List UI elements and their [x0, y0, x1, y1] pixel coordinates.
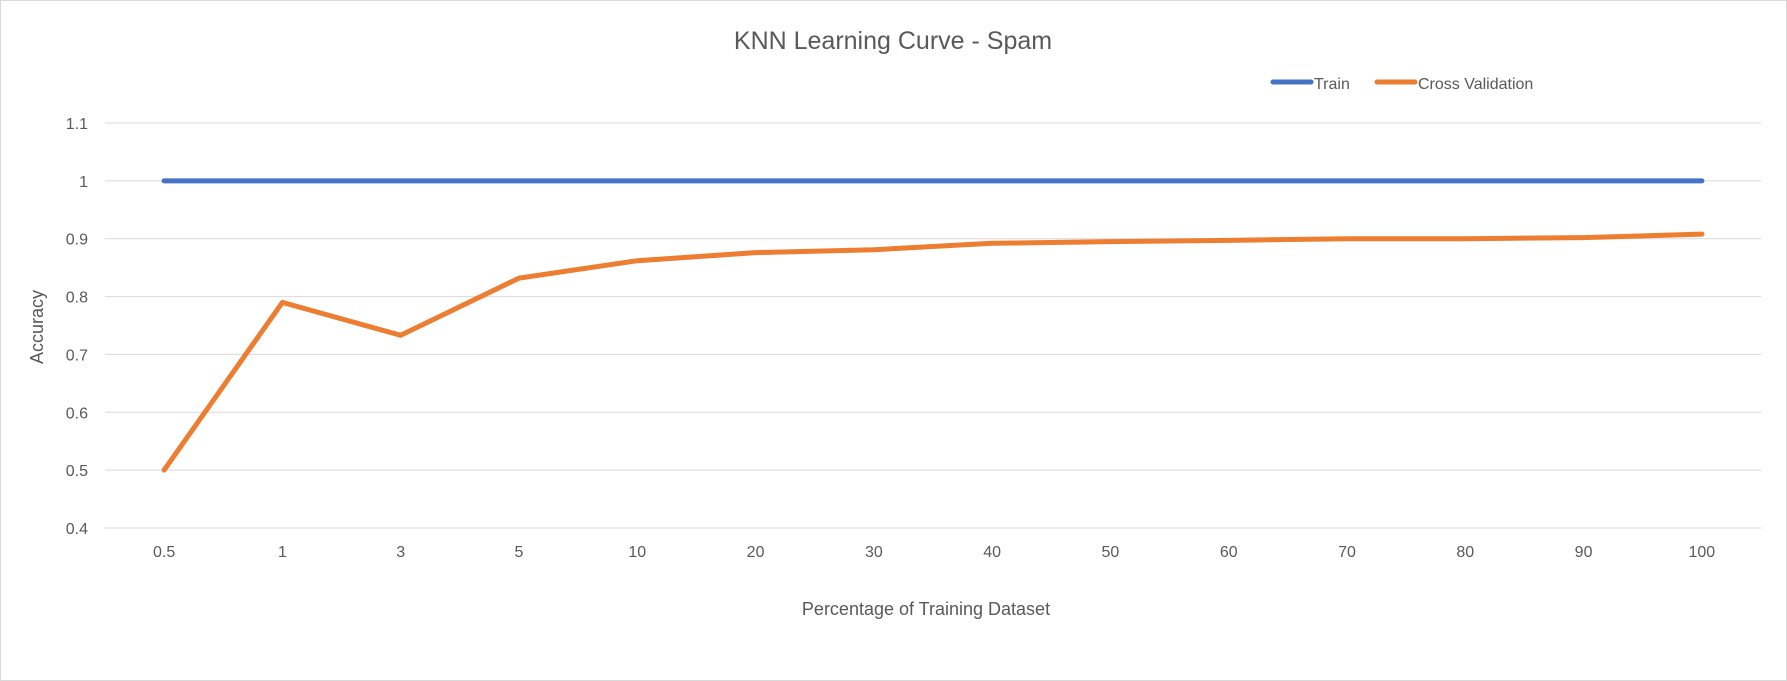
y-tick-label: 0.4: [66, 521, 88, 538]
x-tick-label: 10: [628, 544, 646, 561]
x-tick-label: 60: [1220, 544, 1238, 561]
legend-label-train: Train: [1314, 76, 1350, 93]
x-tick-label: 3: [396, 544, 405, 561]
y-tick-label: 0.5: [66, 463, 88, 480]
y-axis-tick-labels: 0.4 0.5 0.6 0.7 0.8 0.9 1 1.1: [66, 116, 88, 538]
x-tick-label: 40: [983, 544, 1001, 561]
x-tick-label: 5: [515, 544, 524, 561]
y-tick-label: 0.7: [66, 347, 88, 364]
gridlines: [105, 122, 1761, 529]
x-tick-label: 80: [1456, 544, 1474, 561]
x-tick-label: 100: [1689, 544, 1716, 561]
x-tick-label: 0.5: [153, 544, 175, 561]
y-tick-label: 1: [79, 174, 88, 191]
x-axis-title: Percentage of Training Dataset: [802, 599, 1050, 619]
y-tick-label: 0.8: [66, 290, 88, 307]
series-line-cross-validation: [161, 231, 1705, 473]
y-tick-label: 0.9: [66, 232, 88, 249]
x-axis-tick-labels: 0.5 1 3 5 10 20 30 40 50 60 70 80 90 100: [153, 544, 1715, 561]
x-tick-label: 30: [865, 544, 883, 561]
y-tick-label: 1.1: [66, 116, 88, 133]
x-tick-label: 90: [1575, 544, 1593, 561]
series-lines: [161, 178, 1705, 473]
legend: Train Cross Validation: [1270, 76, 1533, 93]
x-tick-label: 1: [278, 544, 287, 561]
x-tick-label: 70: [1338, 544, 1356, 561]
y-axis-title: Accuracy: [27, 290, 47, 364]
x-tick-label: 20: [747, 544, 765, 561]
x-tick-label: 50: [1102, 544, 1120, 561]
chart-title: KNN Learning Curve - Spam: [734, 27, 1052, 55]
y-tick-label: 0.6: [66, 405, 88, 422]
legend-label-cross-validation: Cross Validation: [1418, 76, 1533, 93]
